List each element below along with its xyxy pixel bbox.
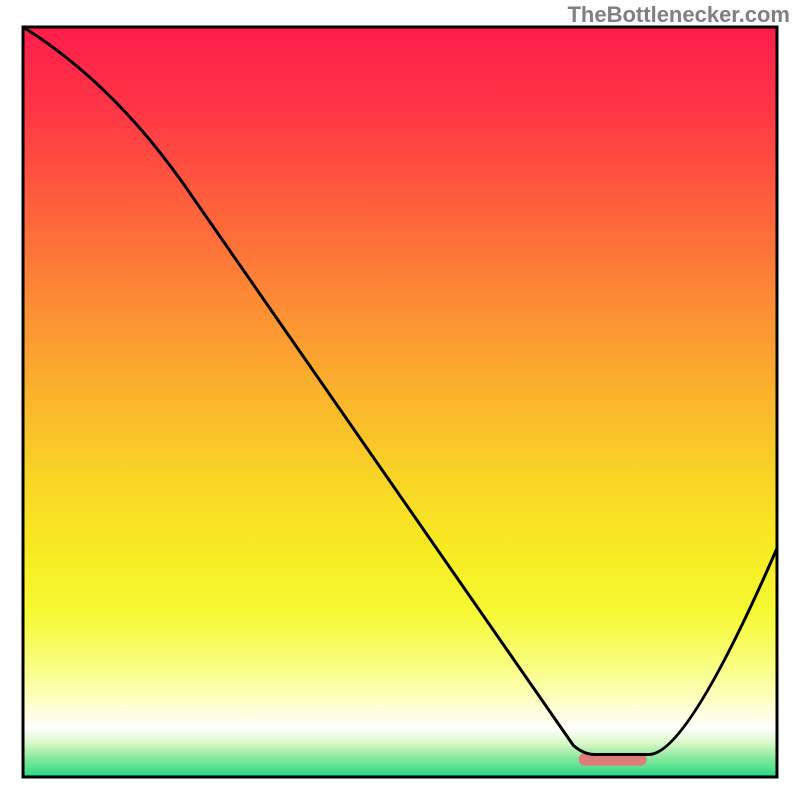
chart-container: TheBottlenecker.com [0,0,800,800]
watermark-text: TheBottlenecker.com [567,2,790,28]
bottleneck-curve-chart [0,0,800,800]
chart-background-gradient [23,27,777,777]
